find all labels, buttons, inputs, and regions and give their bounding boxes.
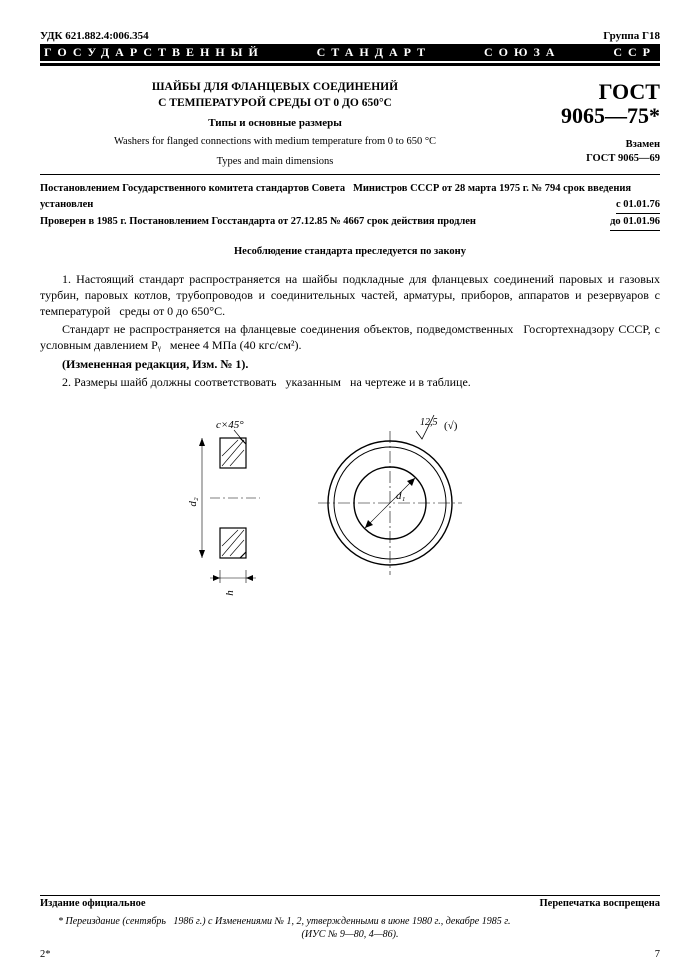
title-subtitle: Типы и основные размеры — [50, 117, 500, 129]
vzamen-1: Взамен — [510, 138, 660, 152]
banner-word-2: СТАНДАРТ — [317, 45, 431, 60]
decree-line-2: Проверен в 1985 г. Постановлением Госста… — [40, 216, 476, 227]
title-en-1: Washers for flanged connections with med… — [50, 135, 500, 149]
decree-block: Постановлением Государственного комитета… — [40, 181, 660, 229]
banner-word-4: ССР — [613, 45, 656, 60]
banner-word-1: ГОСУДАРСТВЕННЫЙ — [44, 45, 264, 60]
dim-d1: d₁ — [396, 490, 406, 502]
footer-left: Издание официальное — [40, 898, 146, 909]
group-code: Группа Г18 — [603, 30, 660, 42]
title-right: ГОСТ 9065—75* Взамен ГОСТ 9065—69 — [510, 80, 660, 166]
vzamen-2: ГОСТ 9065—69 — [510, 152, 660, 166]
surface-note: (√) — [444, 420, 458, 432]
chamfer-label: c×45° — [216, 419, 244, 431]
title-left: ШАЙБЫ ДЛЯ ФЛАНЦЕВЫХ СОЕДИНЕНИЙ С ТЕМПЕРА… — [40, 80, 510, 168]
para-1: 1. Настоящий стандарт распространяется н… — [40, 271, 660, 320]
banner-word-3: СОЮЗА — [484, 45, 561, 60]
decree-line-1: Постановлением Государственного комитета… — [40, 183, 631, 210]
dim-d2: d₂ — [187, 497, 199, 507]
gost-number: 9065—75* — [510, 104, 660, 128]
decree-date-2: до 01.01.96 — [610, 214, 660, 231]
top-line: УДК 621.882.4:006.354 Группа Г18 — [40, 30, 660, 42]
udk-code: УДК 621.882.4:006.354 — [40, 30, 149, 42]
thick-rule — [40, 63, 660, 66]
footer-note-2: (ИУС № 9—80, 4—86). — [40, 928, 660, 941]
footer-sig: 2* — [40, 949, 51, 960]
rule-1 — [40, 174, 660, 175]
dim-h: h — [224, 590, 236, 596]
footer-note-1: * Переиздание (сентябрь 1986 г.) с Измен… — [40, 915, 660, 928]
law-notice: Несоблюдение стандарта преследуется по з… — [40, 246, 660, 257]
title-ru-1: ШАЙБЫ ДЛЯ ФЛАНЦЕВЫХ СОЕДИНЕНИЙ — [50, 80, 500, 96]
para-3: (Измененная редакция, Изм. № 1). — [40, 356, 660, 372]
footer: Издание официальное Перепечатка воспреще… — [40, 895, 660, 960]
body-text: 1. Настоящий стандарт распространяется н… — [40, 271, 660, 390]
title-block: ШАЙБЫ ДЛЯ ФЛАНЦЕВЫХ СОЕДИНЕНИЙ С ТЕМПЕРА… — [40, 80, 660, 168]
gost-word: ГОСТ — [510, 80, 660, 104]
washer-drawing-svg: d₂ h c×45° d₁ 12,5 — [180, 408, 520, 598]
title-en-2: Types and main dimensions — [50, 155, 500, 169]
page-number: 7 — [655, 949, 660, 960]
title-ru-2: С ТЕМПЕРАТУРОЙ СРЕДЫ ОТ 0 ДО 650°С — [50, 96, 500, 112]
para-4: 2. Размеры шайб должны соответствовать у… — [40, 374, 660, 390]
decree-date-1: с 01.01.76 — [616, 197, 660, 214]
footer-right: Перепечатка воспрещена — [540, 898, 660, 909]
banner: ГОСУДАРСТВЕННЫЙ СТАНДАРТ СОЮЗА ССР — [40, 44, 660, 61]
para-2: Стандарт не распространяется на фланцевы… — [40, 321, 660, 353]
technical-drawing: d₂ h c×45° d₁ 12,5 — [40, 408, 660, 608]
